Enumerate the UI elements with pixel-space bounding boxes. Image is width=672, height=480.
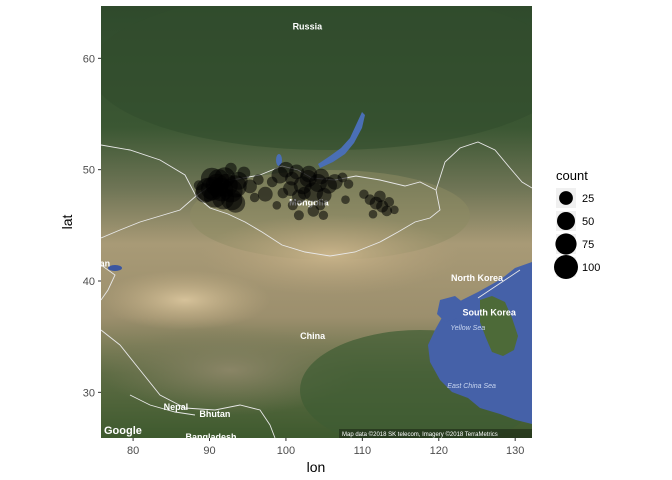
border-china-north xyxy=(101,195,197,239)
map-labels: Russia Mongolia North Korea South Korea Chin… xyxy=(100,21,517,442)
x-axis-title: lon xyxy=(307,459,326,475)
data-point xyxy=(293,210,304,221)
data-point xyxy=(237,166,251,180)
map-label-south-korea: South Korea xyxy=(462,308,516,318)
data-point xyxy=(390,205,399,215)
lake-khovsgol xyxy=(276,154,282,166)
border-china-northeast xyxy=(435,141,532,191)
data-point xyxy=(374,190,386,203)
border-china-west xyxy=(101,264,116,301)
border-russia-kazakhstan xyxy=(101,144,197,197)
x-tick-label: 120 xyxy=(430,445,448,457)
map-label-bhutan: Bhutan xyxy=(199,409,230,419)
data-point xyxy=(381,205,393,217)
data-point xyxy=(225,162,237,175)
legend-label: 75 xyxy=(582,239,594,251)
legend-key-circle xyxy=(555,233,577,255)
legend-label: 25 xyxy=(582,193,594,205)
data-point xyxy=(249,192,260,203)
legend-key-circle xyxy=(559,191,573,205)
sea-label-east-china-sea: East China Sea xyxy=(447,383,496,390)
y-tick-label: 40 xyxy=(83,276,95,288)
map-label-china: China xyxy=(300,331,326,341)
data-point xyxy=(193,180,204,191)
map-label-north-korea: North Korea xyxy=(451,273,504,283)
legend-label: 100 xyxy=(582,262,600,274)
x-tick-label: 90 xyxy=(203,445,215,457)
data-point xyxy=(359,189,369,199)
tibetan-plateau xyxy=(101,325,360,415)
y-tick-label: 60 xyxy=(83,53,95,65)
yellow-sea xyxy=(428,262,532,424)
data-point xyxy=(277,187,289,199)
border-nepal xyxy=(129,394,196,416)
map-label-bangladesh: Bangladesh xyxy=(186,432,237,442)
x-axis: 80 90 100 110 120 130 xyxy=(127,438,524,457)
legend: count 25 50 75 100 xyxy=(554,168,600,279)
border-china-korea xyxy=(477,269,521,299)
data-point xyxy=(300,165,318,183)
x-tick-label: 110 xyxy=(354,445,372,457)
attribution-bar xyxy=(339,429,532,438)
data-point xyxy=(343,179,354,189)
y-axis: 30 40 50 60 xyxy=(83,53,101,399)
data-point xyxy=(253,174,264,185)
map-attribution: Map data ©2018 SK telecom, Imagery ©2018… xyxy=(342,431,498,438)
legend-title: count xyxy=(556,168,588,183)
y-tick-label: 50 xyxy=(83,165,95,177)
data-point xyxy=(225,193,246,213)
x-tick-label: 80 xyxy=(127,445,139,457)
legend-key-circle xyxy=(557,212,575,230)
legend-keys: 25 50 75 100 xyxy=(554,188,600,279)
legend-key-circle xyxy=(554,255,578,279)
data-point xyxy=(318,210,329,220)
siberia-forest xyxy=(101,6,532,150)
data-point xyxy=(368,209,378,219)
map-label-mongolia: Mongolia xyxy=(289,197,329,207)
x-tick-label: 100 xyxy=(277,445,295,457)
legend-label: 50 xyxy=(582,216,594,228)
data-point xyxy=(337,172,348,183)
lake-baikal xyxy=(318,112,365,168)
taklamakan-desert xyxy=(101,270,270,330)
google-logo: Google xyxy=(104,425,142,437)
data-point xyxy=(243,179,257,194)
sea-label-yellow-sea: Yellow Sea xyxy=(450,325,485,332)
korean-peninsula xyxy=(480,296,518,356)
y-axis-title: lat xyxy=(59,215,75,230)
data-point xyxy=(341,195,350,204)
x-tick-label: 130 xyxy=(506,445,524,457)
map-label-nepal: Nepal xyxy=(164,402,189,412)
data-point xyxy=(384,197,395,207)
data-point xyxy=(257,186,273,202)
bohai-gulf xyxy=(437,296,465,322)
border-china-south xyxy=(101,329,276,438)
y-tick-label: 30 xyxy=(83,387,95,399)
data-point xyxy=(315,200,326,211)
map-label-russia: Russia xyxy=(293,21,324,31)
lake-issyk-kul xyxy=(108,265,122,271)
data-point xyxy=(316,187,332,203)
gobi-desert xyxy=(200,215,460,295)
data-point xyxy=(297,186,311,200)
data-points xyxy=(193,161,399,221)
map-panel: Russia Mongolia North Korea South Korea Chin… xyxy=(100,6,532,442)
map-label-an: an xyxy=(100,259,111,269)
data-point xyxy=(272,201,282,210)
data-point xyxy=(287,200,298,211)
